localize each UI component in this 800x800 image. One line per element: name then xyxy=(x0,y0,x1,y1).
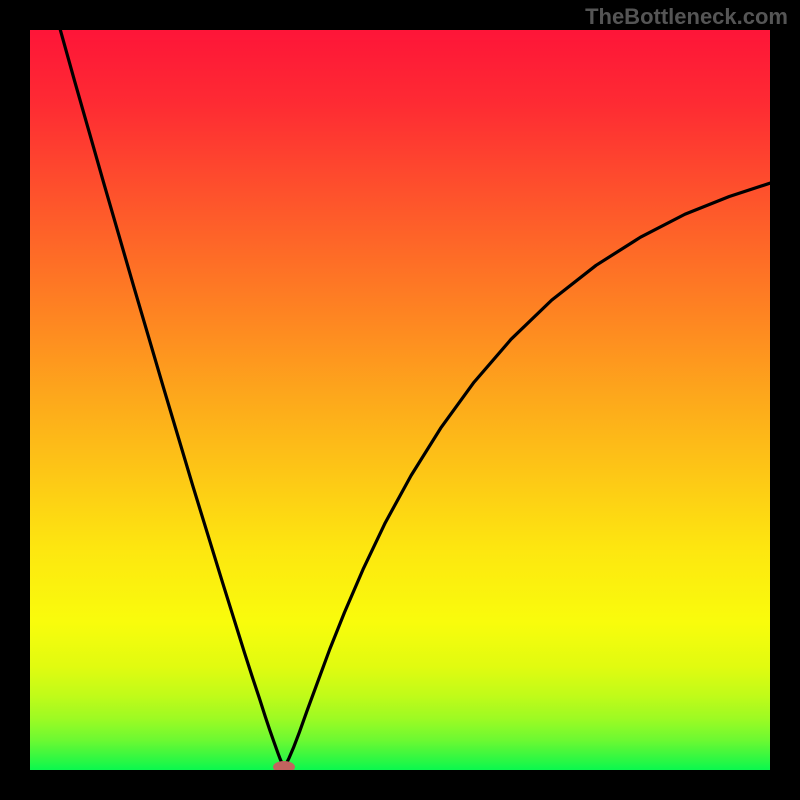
plot-area xyxy=(30,30,770,770)
attribution-text: TheBottleneck.com xyxy=(585,4,788,30)
curve-right-branch xyxy=(284,183,770,766)
minimum-marker xyxy=(273,761,295,770)
curve-left-branch xyxy=(60,30,283,766)
curve-svg xyxy=(30,30,770,770)
